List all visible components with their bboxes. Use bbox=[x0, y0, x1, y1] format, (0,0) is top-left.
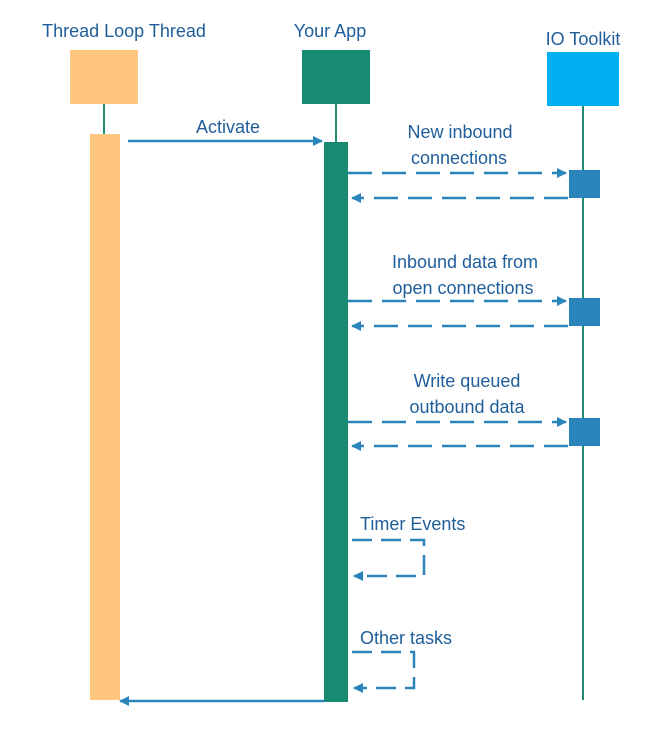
lifeline-io-toolkit bbox=[582, 106, 584, 700]
activation-bar-thread-loop bbox=[90, 134, 120, 700]
message-label-timer-events: Timer Events bbox=[360, 514, 466, 534]
activation-bar-your-app bbox=[324, 142, 348, 702]
activation-bar-io-2 bbox=[569, 298, 600, 326]
participant-box-io-toolkit bbox=[547, 52, 619, 106]
participant-label-thread-loop: Thread Loop Thread bbox=[42, 21, 206, 41]
timer-events-self-arrow bbox=[352, 538, 426, 581]
message-label-write-queued-line2: outbound data bbox=[409, 397, 525, 417]
message-label-inbound-data-line1: Inbound data from bbox=[391, 252, 539, 272]
message-label-inbound-data-line2: open connections bbox=[392, 278, 534, 298]
participant-box-thread-loop bbox=[70, 50, 138, 104]
message-label-other-tasks: Other tasks bbox=[360, 628, 453, 648]
participant-box-your-app bbox=[302, 50, 370, 104]
lifeline-thread-loop bbox=[103, 104, 105, 134]
participant-label-your-app: Your App bbox=[293, 21, 367, 41]
lifeline-your-app bbox=[335, 104, 337, 142]
message-label-write-queued-line1: Write queued bbox=[413, 371, 521, 391]
other-tasks-self-arrow bbox=[352, 650, 416, 693]
message-label-activate: Activate bbox=[195, 117, 261, 137]
activation-bar-io-3 bbox=[569, 418, 600, 446]
message-label-new-inbound-line2: connections bbox=[410, 148, 508, 168]
message-label-new-inbound-line1: New inbound bbox=[407, 122, 513, 142]
activation-bar-io-1 bbox=[569, 170, 600, 198]
participant-label-io-toolkit: IO Toolkit bbox=[545, 29, 621, 49]
